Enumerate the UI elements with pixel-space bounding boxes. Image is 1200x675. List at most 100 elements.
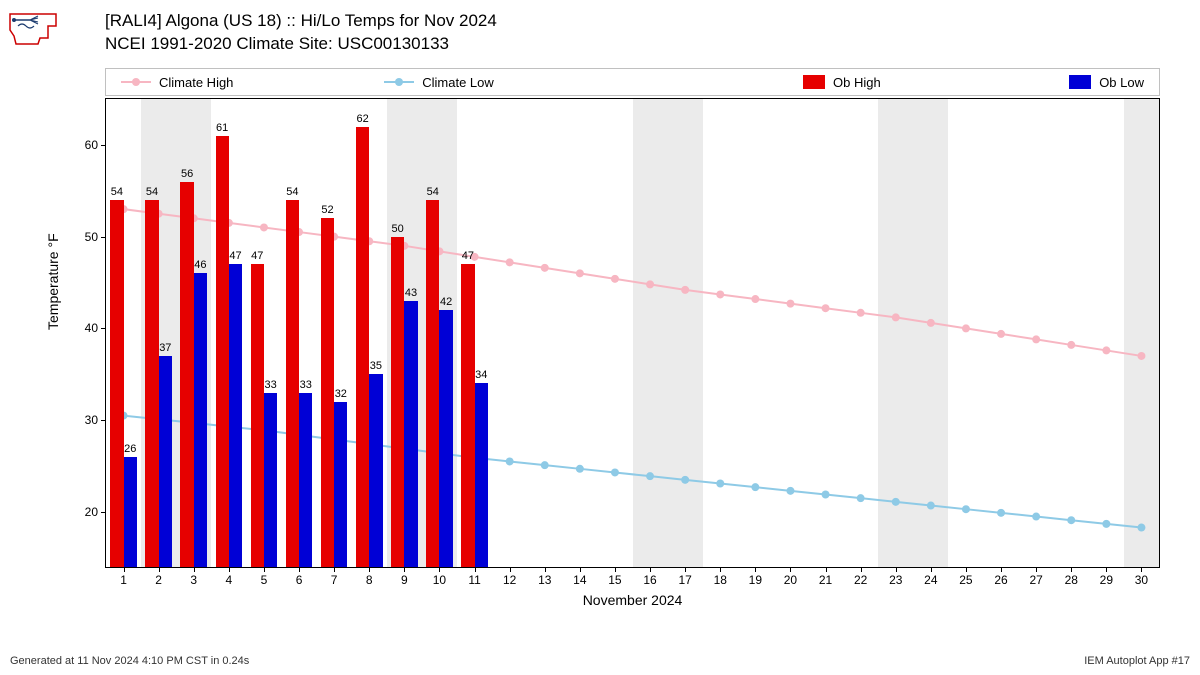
x-tick-label: 17 (678, 573, 691, 587)
x-tick-mark (755, 567, 756, 572)
x-tick-label: 14 (573, 573, 586, 587)
legend-label: Climate Low (422, 75, 494, 90)
x-tick-label: 15 (608, 573, 621, 587)
ob-low-bar (124, 457, 137, 567)
y-tick-label: 20 (85, 505, 98, 519)
ob-low-label: 42 (440, 296, 452, 308)
x-tick-label: 25 (959, 573, 972, 587)
climate-high-marker (541, 264, 549, 272)
x-tick-label: 9 (401, 573, 408, 587)
ob-high-bar (145, 200, 158, 567)
x-tick-label: 23 (889, 573, 902, 587)
x-tick-mark (1036, 567, 1037, 572)
ob-low-bar (194, 273, 207, 567)
x-tick-mark (545, 567, 546, 572)
x-tick-label: 5 (261, 573, 268, 587)
ob-high-label: 54 (427, 186, 439, 198)
ob-high-label: 54 (286, 186, 298, 198)
ob-low-bar (404, 301, 417, 567)
climate-high-marker (646, 280, 654, 288)
ob-low-bar (229, 264, 242, 567)
x-tick-mark (650, 567, 651, 572)
climate-high-marker (857, 309, 865, 317)
climate-high-marker (822, 304, 830, 312)
y-axis-label: Temperature °F (45, 233, 61, 330)
x-axis-label: November 2024 (105, 592, 1160, 608)
climate-high-marker (786, 300, 794, 308)
climate-low-marker (506, 457, 514, 465)
ob-low-label: 46 (194, 259, 206, 271)
climate-high-line (124, 209, 1142, 356)
climate-high-marker (751, 295, 759, 303)
y-tick-mark (101, 237, 106, 238)
y-tick-mark (101, 328, 106, 329)
y-tick-mark (101, 512, 106, 513)
x-tick-mark (580, 567, 581, 572)
x-tick-mark (439, 567, 440, 572)
x-tick-mark (861, 567, 862, 572)
climate-high-marker (611, 275, 619, 283)
y-tick-label: 50 (85, 230, 98, 244)
climate-high-marker (1102, 346, 1110, 354)
x-tick-label: 28 (1065, 573, 1078, 587)
ob-high-bar (391, 237, 404, 567)
x-tick-mark (790, 567, 791, 572)
ob-low-label: 33 (264, 379, 276, 391)
climate-low-marker (541, 461, 549, 469)
climate-high-marker (716, 290, 724, 298)
x-tick-label: 12 (503, 573, 516, 587)
x-tick-label: 13 (538, 573, 551, 587)
ob-high-label: 50 (392, 223, 404, 235)
x-tick-mark (369, 567, 370, 572)
legend-ob-high: Ob High (633, 75, 896, 90)
x-tick-label: 27 (1029, 573, 1042, 587)
x-tick-mark (1141, 567, 1142, 572)
ob-low-label: 47 (229, 250, 241, 262)
x-tick-mark (475, 567, 476, 572)
climate-low-marker (1137, 524, 1145, 532)
climate-high-marker (892, 313, 900, 321)
ob-high-label: 54 (146, 186, 158, 198)
x-tick-label: 24 (924, 573, 937, 587)
ob-high-label: 61 (216, 122, 228, 134)
climate-low-marker (1032, 513, 1040, 521)
ob-high-label: 62 (356, 113, 368, 125)
ob-low-bar (369, 374, 382, 567)
x-tick-mark (720, 567, 721, 572)
chart-title: [RALI4] Algona (US 18) :: Hi/Lo Temps fo… (105, 10, 497, 56)
x-tick-mark (264, 567, 265, 572)
climate-low-marker (786, 487, 794, 495)
ob-high-label: 56 (181, 168, 193, 180)
x-tick-label: 19 (749, 573, 762, 587)
ob-low-label: 37 (159, 342, 171, 354)
climate-low-marker (962, 505, 970, 513)
x-tick-mark (159, 567, 160, 572)
ob-low-label: 26 (124, 443, 136, 455)
ob-low-bar (334, 402, 347, 567)
x-tick-label: 30 (1135, 573, 1148, 587)
x-tick-label: 1 (120, 573, 127, 587)
x-tick-mark (510, 567, 511, 572)
x-tick-mark (299, 567, 300, 572)
climate-low-marker (681, 476, 689, 484)
x-tick-label: 29 (1100, 573, 1113, 587)
legend-climate-low: Climate Low (369, 75, 632, 90)
ob-low-label: 43 (405, 287, 417, 299)
x-tick-label: 2 (155, 573, 162, 587)
climate-low-marker (1102, 520, 1110, 528)
footer-app: IEM Autoplot App #17 (1084, 655, 1190, 667)
climate-low-marker (892, 498, 900, 506)
climate-high-marker (576, 269, 584, 277)
ob-high-label: 47 (462, 250, 474, 262)
ob-high-bar (461, 264, 474, 567)
climate-low-marker (751, 483, 759, 491)
ob-high-label: 47 (251, 250, 263, 262)
x-tick-label: 26 (994, 573, 1007, 587)
x-tick-label: 20 (784, 573, 797, 587)
y-tick-label: 40 (85, 321, 98, 335)
footer-generated: Generated at 11 Nov 2024 4:10 PM CST in … (10, 655, 249, 667)
ob-high-bar (356, 127, 369, 567)
climate-high-marker (506, 258, 514, 266)
climate-high-marker (681, 286, 689, 294)
x-tick-label: 18 (714, 573, 727, 587)
